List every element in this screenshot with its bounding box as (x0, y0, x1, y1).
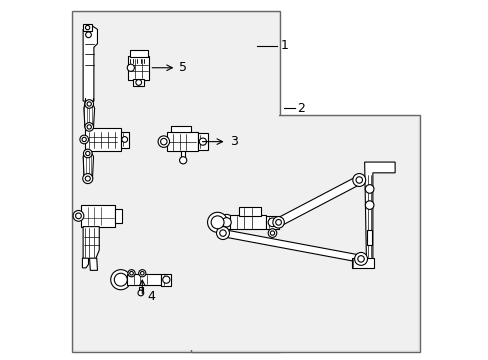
Bar (161, 274, 171, 286)
Bar (198, 134, 207, 149)
Polygon shape (83, 226, 99, 259)
Circle shape (140, 271, 144, 275)
Circle shape (122, 136, 127, 142)
Bar (192, 117, 418, 350)
Circle shape (85, 176, 90, 181)
Text: 4: 4 (147, 290, 155, 303)
Bar (74, 13, 278, 350)
Bar (72, 12, 280, 352)
Bar (230, 215, 265, 229)
Circle shape (129, 271, 133, 275)
Polygon shape (82, 258, 88, 268)
Polygon shape (83, 26, 97, 101)
Polygon shape (222, 230, 361, 262)
Circle shape (80, 135, 88, 144)
Circle shape (127, 64, 134, 71)
Bar (129, 50, 147, 57)
Circle shape (139, 270, 145, 277)
Polygon shape (364, 162, 394, 259)
Circle shape (160, 138, 167, 145)
Circle shape (85, 123, 93, 131)
Polygon shape (83, 102, 94, 128)
Circle shape (76, 213, 81, 219)
Circle shape (114, 273, 127, 286)
Bar (190, 116, 419, 352)
Circle shape (179, 157, 186, 164)
Bar (83, 24, 92, 31)
Circle shape (270, 231, 274, 235)
Circle shape (82, 174, 93, 184)
Bar (366, 230, 371, 244)
Bar (139, 287, 142, 292)
Circle shape (275, 220, 281, 225)
Bar (127, 274, 161, 285)
Circle shape (87, 125, 91, 129)
Circle shape (158, 136, 169, 147)
Circle shape (272, 217, 284, 228)
Text: 3: 3 (230, 135, 238, 148)
Circle shape (85, 32, 91, 38)
Circle shape (267, 229, 276, 237)
Circle shape (219, 230, 226, 236)
Circle shape (365, 185, 373, 193)
Circle shape (365, 201, 373, 210)
Bar (239, 207, 260, 216)
Bar (128, 56, 149, 80)
Circle shape (82, 137, 86, 141)
Circle shape (163, 276, 169, 283)
Text: 5: 5 (179, 61, 187, 74)
Text: 2: 2 (297, 102, 305, 115)
Circle shape (199, 138, 206, 145)
Circle shape (128, 270, 135, 277)
Polygon shape (89, 258, 97, 270)
Circle shape (222, 218, 231, 227)
Circle shape (216, 226, 229, 239)
Circle shape (357, 256, 364, 262)
Bar (115, 209, 122, 223)
Bar (181, 150, 185, 158)
Polygon shape (276, 176, 361, 226)
Circle shape (352, 174, 365, 186)
Bar (85, 128, 121, 151)
Circle shape (267, 218, 276, 226)
Polygon shape (83, 152, 93, 180)
Bar (121, 132, 128, 148)
Bar (171, 126, 190, 132)
Bar (117, 275, 121, 284)
Circle shape (83, 149, 92, 158)
Bar (81, 205, 115, 226)
Bar (133, 79, 144, 86)
Circle shape (85, 26, 90, 30)
Bar (265, 216, 278, 229)
Circle shape (87, 102, 91, 106)
Circle shape (211, 216, 224, 229)
Circle shape (73, 211, 83, 221)
Bar (167, 132, 198, 151)
Circle shape (110, 270, 131, 290)
Circle shape (355, 177, 362, 183)
Text: 1: 1 (280, 39, 287, 52)
Circle shape (85, 151, 90, 156)
Circle shape (354, 252, 367, 265)
Circle shape (136, 80, 142, 85)
Circle shape (218, 215, 234, 230)
Circle shape (85, 100, 93, 108)
Bar (351, 258, 373, 268)
Circle shape (207, 212, 227, 232)
Circle shape (138, 290, 143, 296)
